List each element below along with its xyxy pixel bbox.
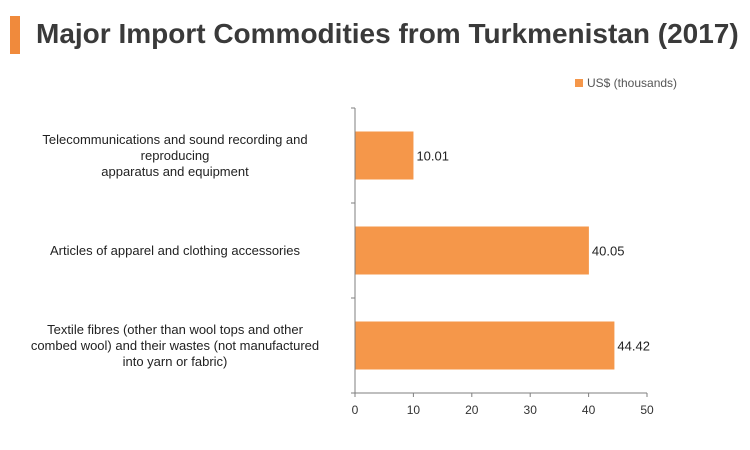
data-label-2: 40.05 [592,244,625,259]
category-label-line: into yarn or fabric) [122,353,228,369]
category-label-3: Textile fibres (other than wool tops and… [0,322,350,370]
legend-swatch [575,79,583,87]
category-label-line: Articles of apparel and clothing accesso… [49,242,301,258]
bar-3 [355,321,615,370]
category-label-line: Textile fibres (other than wool tops and… [47,321,303,337]
chart-legend: US$ (thousands) [575,76,677,90]
x-tick-label: 40 [582,403,596,417]
title-accent-bar [10,16,20,54]
data-label-3: 44.42 [617,339,650,354]
x-tick-label: 50 [640,403,654,417]
category-label-1: Telecommunications and sound recording a… [0,132,350,180]
x-tick-label: 0 [352,403,359,417]
category-label-2: Articles of apparel and clothing accesso… [0,243,350,259]
category-label-line: combed wool) and their wastes (not manuf… [30,337,320,353]
category-label-line: reproducing [140,147,210,163]
x-tick-label: 20 [465,403,479,417]
bar-2 [355,226,589,275]
data-label-1: 10.01 [416,149,449,164]
legend-label: US$ (thousands) [587,76,678,90]
bar-1 [355,131,414,180]
x-tick-label: 30 [524,403,538,417]
category-label-line: Telecommunications and sound recording a… [42,131,308,147]
category-label-line: apparatus and equipment [101,163,249,179]
chart-title: Major Import Commodities from Turkmenist… [36,18,739,49]
x-tick-label: 10 [407,403,421,417]
